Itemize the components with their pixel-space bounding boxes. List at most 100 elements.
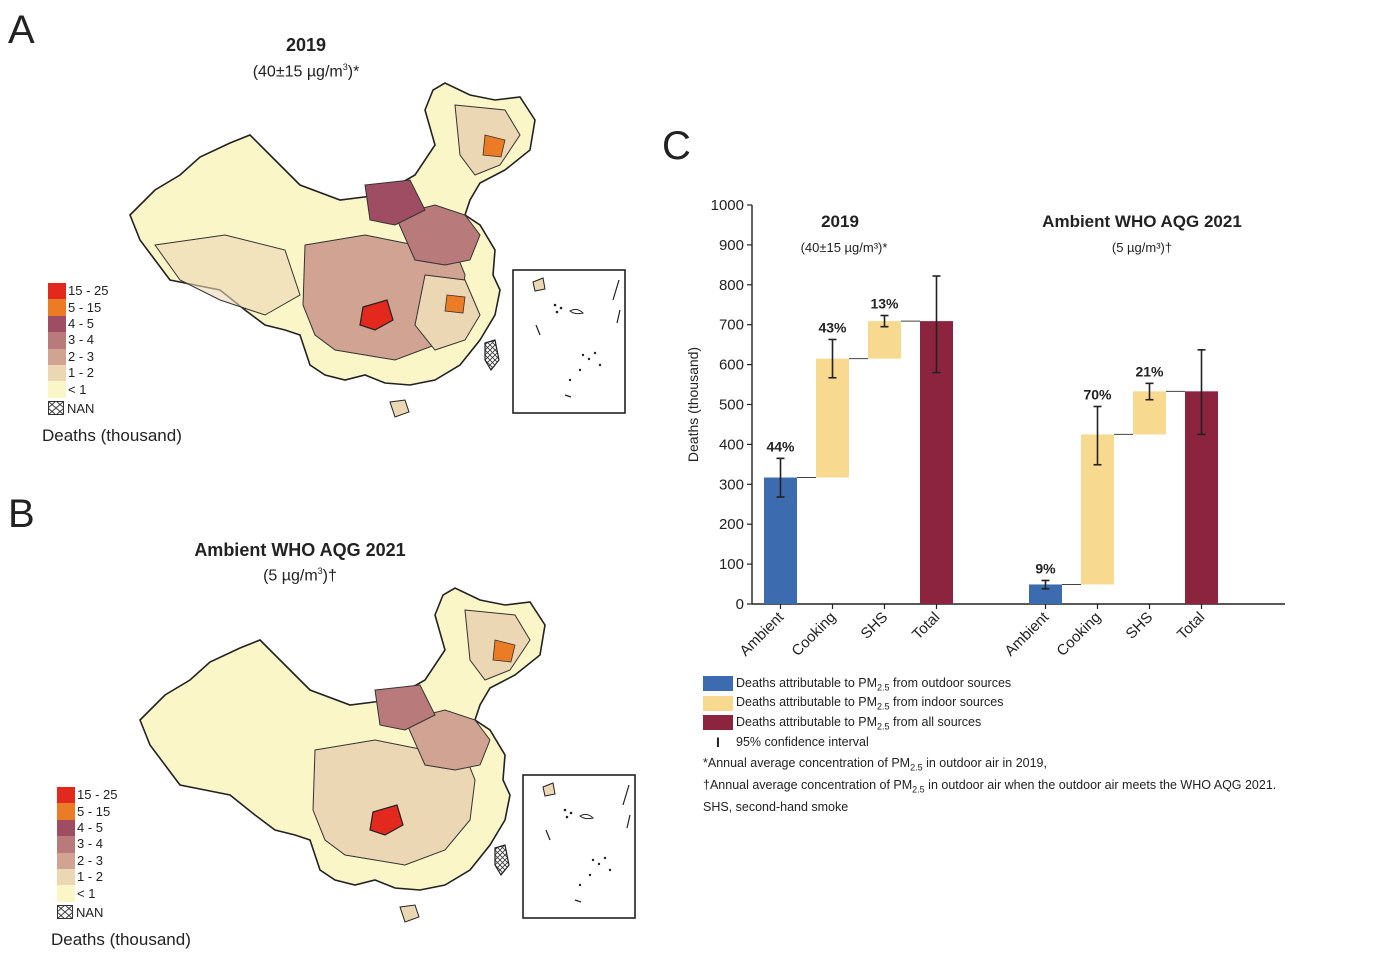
legend-swatch (703, 676, 733, 692)
y-tick-label: 600 (719, 357, 744, 374)
legend-item: 3 - 4 (57, 836, 191, 853)
legend-item: < 1 (48, 381, 182, 398)
taiwan-island (494, 844, 510, 877)
legend-swatch (48, 299, 66, 316)
north-region (364, 179, 426, 226)
legend-label: 3 - 4 (68, 332, 95, 348)
y-tick-label: 100 (719, 556, 744, 573)
hotspot-region (359, 299, 394, 331)
y-tick-label: 300 (719, 476, 744, 493)
west-region (154, 234, 301, 316)
legend-label: < 1 (68, 381, 87, 397)
legend-label: 4 - 5 (68, 315, 95, 331)
map-b-subtitle: (5 µg/m3)† (263, 566, 337, 585)
footnote-2: †Annual average concentration of PM2.5 i… (703, 778, 1277, 795)
legend-label: 15 - 25 (77, 787, 118, 803)
map-b-title: Ambient WHO AQG 2021 (194, 540, 406, 560)
legend-swatch (48, 315, 66, 333)
chart-legend: Deaths attributable to PM2.5 from outdoo… (703, 674, 1276, 818)
footnote-3: SHS, second-hand smoke (703, 800, 849, 814)
hotspot-northeast (492, 639, 516, 663)
legend-title: Deaths (thousand) (51, 929, 191, 949)
percent-label: 43% (818, 319, 847, 335)
group-subtitle: (40±15 µg/m³)* (801, 240, 888, 255)
map-a-legend: 15 - 25 5 - 15 4 - 5 3 - 4 2 - 3 1 - 2 <… (42, 283, 182, 446)
legend-swatch (57, 787, 75, 804)
x-tick-label: Cooking (788, 609, 839, 660)
legend-label: 5 - 15 (77, 803, 111, 819)
group-subtitle: (5 µg/m³)† (1112, 240, 1172, 255)
percent-label: 21% (1135, 363, 1164, 379)
legend-swatch (57, 885, 75, 902)
hotspot-region (369, 804, 404, 836)
map-a-subtitle: (40±15 µg/m3)* (252, 62, 360, 81)
legend-item: 2 - 3 (48, 348, 182, 365)
legend-item: 1 - 2 (48, 364, 182, 382)
x-tick-label: Total (1174, 609, 1208, 643)
map-a-title: 2019 (285, 35, 327, 55)
y-tick-label: 1000 (711, 197, 744, 214)
legend-item: 1 - 2 (57, 868, 191, 886)
legend-nan: NAN (48, 401, 182, 416)
percent-label: 13% (870, 296, 899, 312)
x-tick-label: Cooking (1053, 609, 1104, 660)
legend-item: 4 - 5 (57, 819, 191, 837)
map-b-legend: 15 - 25 5 - 15 4 - 5 3 - 4 2 - 3 1 - 2 <… (51, 787, 191, 950)
legend-label: < 1 (77, 885, 96, 901)
legend-swatch (703, 715, 733, 731)
inset-islands (563, 808, 612, 887)
legend-label: 4 - 5 (77, 819, 104, 835)
central-region-2 (394, 204, 481, 266)
legend-swatch (57, 803, 75, 820)
legend-label: 5 - 15 (68, 299, 102, 315)
legend-item-outdoor: Deaths attributable to PM2.5 from outdoo… (703, 674, 1276, 694)
percent-label: 70% (1083, 386, 1112, 402)
x-tick-label: Ambient (1001, 608, 1053, 660)
map-b (139, 587, 636, 923)
footnote-1: *Annual average concentration of PM2.5 i… (703, 756, 1047, 773)
percent-label: 44% (766, 438, 795, 454)
hainan-island (399, 904, 420, 923)
legend-title: Deaths (thousand) (42, 425, 182, 445)
x-tick-label: SHS (1122, 609, 1156, 643)
hatch-swatch-icon (48, 401, 64, 416)
legend-swatch (48, 348, 66, 365)
hainan-island (389, 399, 410, 418)
y-tick-label: 0 (736, 596, 744, 613)
y-tick-label: 500 (719, 397, 744, 414)
y-tick-label: 400 (719, 436, 744, 453)
y-tick-label: 700 (719, 317, 744, 334)
error-bar-icon: I (716, 734, 720, 751)
legend-item-all: Deaths attributable to PM2.5 from all so… (703, 713, 1276, 733)
hotspot-northeast (482, 134, 506, 158)
legend-label: 2 - 3 (77, 852, 104, 868)
legend-item: 3 - 4 (48, 332, 182, 349)
hotspot-east (444, 294, 466, 314)
legend-label: 1 - 2 (68, 365, 95, 381)
legend-label: Deaths attributable to PM2.5 from outdoo… (736, 675, 1012, 693)
legend-nan: NAN (57, 905, 191, 920)
north-region (374, 684, 436, 731)
bar-ambient (1029, 584, 1062, 604)
percent-label: 9% (1035, 560, 1056, 576)
legend-swatch (48, 381, 66, 398)
legend-swatch (57, 852, 75, 869)
legend-item-indoor: Deaths attributable to PM2.5 from indoor… (703, 694, 1276, 714)
group-title: 2019 (821, 212, 859, 231)
south-sea-inset (512, 269, 626, 414)
map-a (129, 82, 626, 418)
legend-item: 5 - 15 (57, 803, 191, 820)
legend-item: 15 - 25 (57, 787, 191, 804)
panel-letter-a: A (8, 8, 35, 52)
legend-nan-label: NAN (76, 904, 104, 920)
east-region (414, 274, 481, 351)
legend-swatch (48, 332, 66, 349)
legend-swatch (57, 868, 75, 886)
legend-item: < 1 (57, 885, 191, 902)
legend-label: 3 - 4 (77, 836, 104, 852)
legend-swatch (57, 819, 75, 837)
inset-islands (553, 303, 602, 382)
x-tick-label: SHS (857, 609, 891, 643)
legend-label: Deaths attributable to PM2.5 from all so… (736, 714, 982, 732)
legend-item: 2 - 3 (57, 852, 191, 869)
